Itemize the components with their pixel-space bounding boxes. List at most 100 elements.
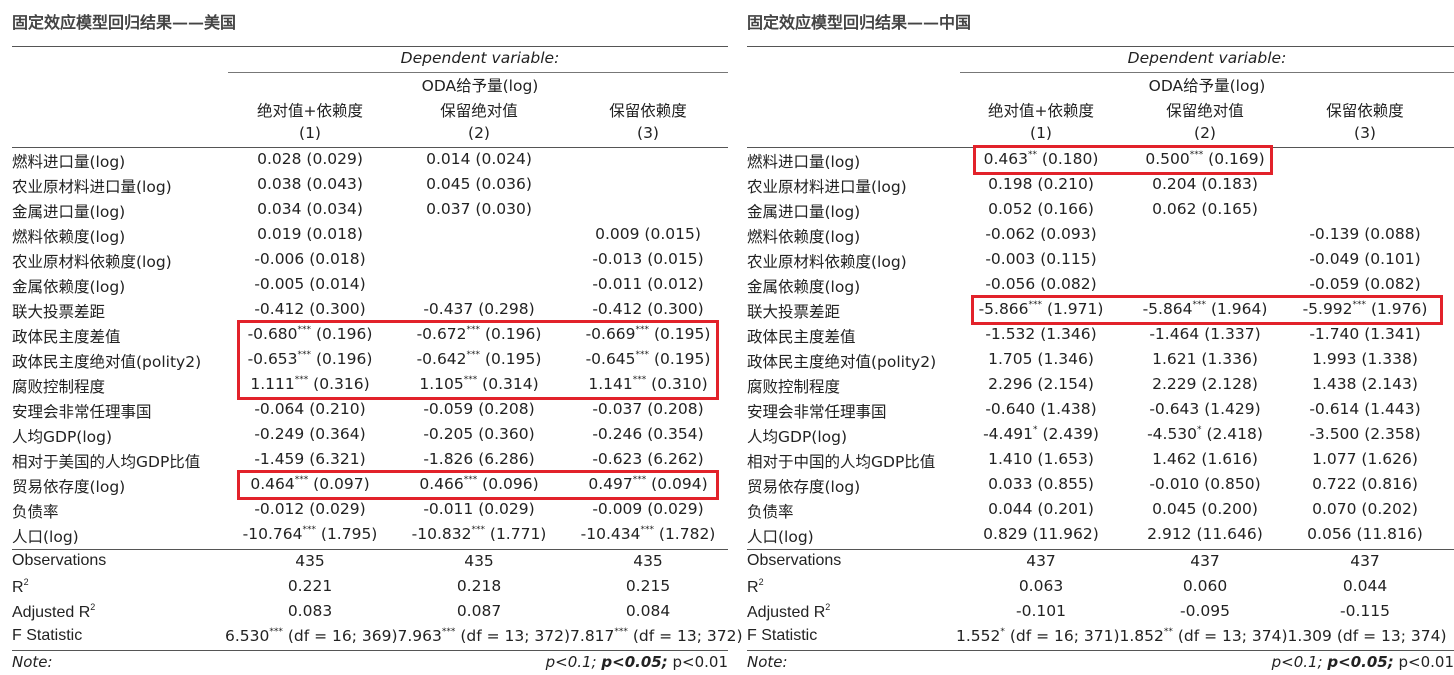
row-label: 安理会非常任理事国 bbox=[12, 403, 152, 421]
column-header: 保留依赖度 bbox=[609, 102, 687, 120]
row-label: 负债率 bbox=[12, 503, 59, 521]
table-row: 负债率 0.044 (0.201) 0.045 (0.200) 0.070 (0.20… bbox=[735, 498, 1454, 523]
standard-error: (1.346) bbox=[1037, 350, 1094, 368]
coefficient-cell: 0.829 (11.962) bbox=[956, 525, 1126, 543]
coef-value: -0.059 bbox=[1309, 275, 1360, 293]
coef-value: -0.009 bbox=[592, 500, 643, 518]
stat-label: Observations bbox=[12, 552, 106, 570]
coefficient-cell: 1.077 (1.626) bbox=[1280, 450, 1450, 468]
stat-label: Observations bbox=[747, 552, 841, 570]
coef-value: 0.044 bbox=[988, 500, 1033, 518]
adjusted-r2-row: Adjusted R2 0.083 0.087 0.084 bbox=[0, 600, 728, 625]
standard-error: (0.029) bbox=[306, 150, 363, 168]
table-row: 负债率 -0.012 (0.029) -0.011 (0.029) -0.009 (0… bbox=[0, 498, 728, 523]
stat-label-text: R bbox=[12, 579, 24, 596]
stats-rule bbox=[12, 549, 728, 550]
significance-stars: * bbox=[1033, 425, 1038, 435]
standard-error: (0.096) bbox=[482, 475, 539, 493]
table-row: 联大投票差距 -0.412 (0.300) -0.437 (0.298) -0.412… bbox=[0, 298, 728, 323]
coefficient-cell: 0.500*** (0.169) bbox=[1120, 150, 1290, 168]
coefficient-cell: 0.044 (0.201) bbox=[956, 500, 1126, 518]
coefficient-cell: 0.034 (0.034) bbox=[225, 200, 395, 218]
column-number: (2) bbox=[468, 124, 490, 142]
r2-row: R2 0.221 0.218 0.215 bbox=[0, 575, 728, 600]
stat-label-text: Adjusted R bbox=[747, 604, 826, 621]
coefficient-cell: -0.653*** (0.196) bbox=[225, 350, 395, 368]
standard-error: (0.012) bbox=[647, 275, 704, 293]
coefficient-cell: 1.141*** (0.310) bbox=[563, 375, 733, 393]
row-label: 联大投票差距 bbox=[12, 303, 106, 321]
table-row: 农业原材料进口量(log) 0.038 (0.043) 0.045 (0.036) bbox=[0, 173, 728, 198]
coef-value: 1.993 bbox=[1312, 350, 1357, 368]
p-level-1: p<0.1; bbox=[545, 653, 597, 671]
standard-error: (1.782) bbox=[658, 525, 716, 543]
header-rule bbox=[12, 147, 728, 148]
table-row: 腐败控制程度 2.296 (2.154) 2.229 (2.128) 1.438 (2… bbox=[735, 373, 1454, 398]
coefficient-cell: -5.866*** (1.971) bbox=[956, 300, 1126, 318]
stat-label-superscript: 2 bbox=[758, 577, 764, 587]
coef-value: -0.059 bbox=[423, 400, 474, 418]
coef-value: 1.462 bbox=[1152, 450, 1197, 468]
coef-value: 0.464 bbox=[250, 475, 295, 493]
coefficient-cell: 0.070 (0.202) bbox=[1280, 500, 1450, 518]
standard-error: (0.298) bbox=[478, 300, 535, 318]
column-number: (3) bbox=[637, 124, 659, 142]
column-header: 保留依赖度 bbox=[1326, 102, 1404, 120]
coef-value: 0.034 bbox=[257, 200, 302, 218]
coefficient-cell: -0.012 (0.029) bbox=[225, 500, 395, 518]
note-label: Note: bbox=[12, 653, 53, 671]
standard-error: (0.082) bbox=[1364, 275, 1421, 293]
dependent-variable-name: ODA给予量(log) bbox=[1148, 77, 1266, 95]
standard-error: (1.976) bbox=[1370, 300, 1428, 318]
coefficient-cell: -0.680*** (0.196) bbox=[225, 325, 395, 343]
coefficient-cell: 0.198 (0.210) bbox=[956, 175, 1126, 193]
coef-value: -0.010 bbox=[1149, 475, 1200, 493]
row-label: 农业原材料依赖度(log) bbox=[747, 253, 907, 271]
row-label: 相对于中国的人均GDP比值 bbox=[747, 453, 936, 471]
coefficient-cell: -0.623 (6.262) bbox=[563, 450, 733, 468]
coefficient-cell: 2.912 (11.646) bbox=[1120, 525, 1290, 543]
coef-value: 1.621 bbox=[1152, 350, 1197, 368]
coef-value: -5.992 bbox=[1302, 300, 1353, 318]
coefficient-cell: -0.037 (0.208) bbox=[563, 400, 733, 418]
standard-error: (1.626) bbox=[1361, 450, 1418, 468]
standard-error: (0.195) bbox=[653, 350, 711, 368]
coef-value: -0.049 bbox=[1309, 250, 1360, 268]
standard-error: (0.364) bbox=[309, 425, 366, 443]
standard-error: (0.082) bbox=[1040, 275, 1097, 293]
row-label: 政体民主度差值 bbox=[747, 328, 856, 346]
standard-error: (0.029) bbox=[309, 500, 366, 518]
dep-rule bbox=[960, 72, 1454, 73]
significance-stars: *** bbox=[463, 375, 478, 385]
stat-value: 0.063 bbox=[1018, 577, 1064, 595]
f-statistic-values: 6.530*** (df = 16; 369)7.963*** (df = 13… bbox=[225, 627, 743, 645]
coefficient-cell: 1.111*** (0.316) bbox=[225, 375, 395, 393]
stat-label-superscript: 2 bbox=[825, 602, 831, 612]
standard-error: (0.195) bbox=[653, 325, 711, 343]
standard-error: (0.183) bbox=[1201, 175, 1258, 193]
standard-error: (0.036) bbox=[475, 175, 532, 193]
coef-value: 0.062 bbox=[1152, 200, 1197, 218]
significance-stars: *** bbox=[1028, 300, 1043, 310]
standard-error: (2.418) bbox=[1206, 425, 1263, 443]
standard-error: (11.816) bbox=[1356, 525, 1423, 543]
significance-stars: ** bbox=[1027, 150, 1037, 160]
coef-value: -0.672 bbox=[416, 325, 467, 343]
coefficient-cell: 0.204 (0.183) bbox=[1120, 175, 1290, 193]
highlight-box bbox=[237, 320, 719, 400]
coef-value: 2.912 bbox=[1147, 525, 1192, 543]
standard-error: (0.316) bbox=[313, 375, 370, 393]
stat-label: R2 bbox=[12, 577, 29, 597]
coefficient-cell: -1.826 (6.286) bbox=[394, 450, 564, 468]
coefficient-cell: -1.532 (1.346) bbox=[956, 325, 1126, 343]
significance-stars: *** bbox=[297, 350, 312, 360]
coefficient-cell: -0.062 (0.093) bbox=[956, 225, 1126, 243]
table-row: 政体民主度差值 -1.532 (1.346) -1.464 (1.337) -1.74… bbox=[735, 323, 1454, 348]
coef-value: -0.205 bbox=[423, 425, 474, 443]
f-statistic-row: F Statistic 1.552* (df = 16; 371)1.852** … bbox=[735, 625, 1454, 650]
stat-label: Adjusted R2 bbox=[12, 602, 95, 622]
column-header: 保留绝对值 bbox=[440, 102, 518, 120]
standard-error: (0.014) bbox=[309, 275, 366, 293]
table-row: 联大投票差距 -5.866*** (1.971) -5.864*** (1.964)… bbox=[735, 298, 1454, 323]
standard-error: (1.338) bbox=[1361, 350, 1418, 368]
